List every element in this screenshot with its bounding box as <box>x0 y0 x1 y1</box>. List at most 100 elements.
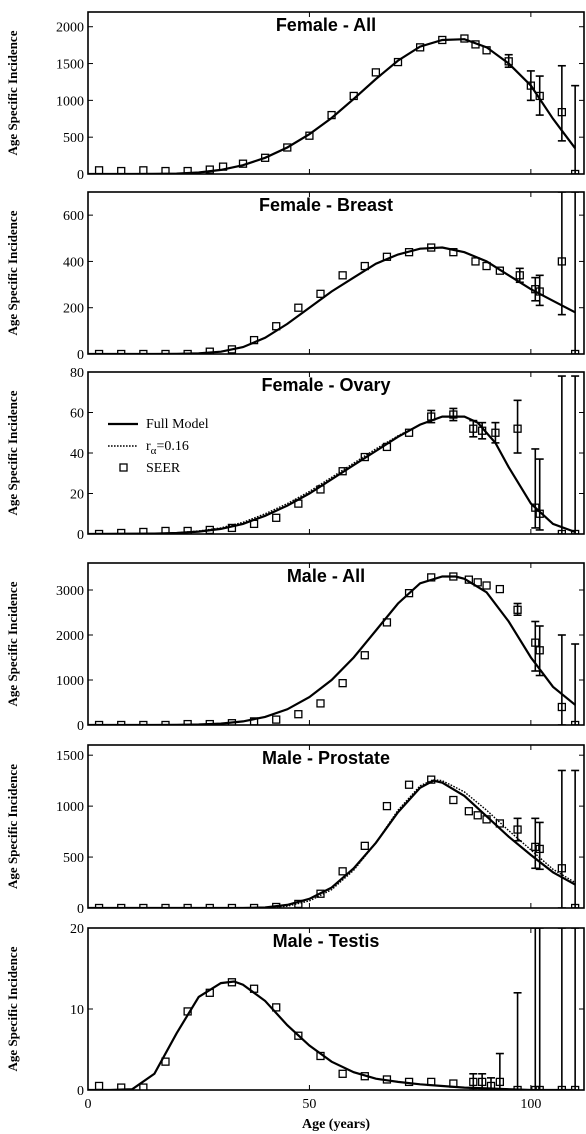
seer-point <box>535 287 544 296</box>
seer-point <box>469 1077 478 1087</box>
legend-swatch-marker <box>119 463 128 472</box>
r-alpha-line <box>88 778 576 908</box>
seer-point <box>531 285 540 294</box>
seer-point <box>482 581 491 590</box>
seer-point <box>557 107 567 117</box>
seer-point <box>382 618 392 627</box>
seer-point <box>183 349 192 354</box>
seer-point <box>473 811 482 820</box>
seer-point <box>526 81 536 90</box>
y-tick-label: 0 <box>77 528 84 543</box>
y-tick-label: 200 <box>63 302 84 317</box>
y-tick-label: 2000 <box>56 21 84 36</box>
seer-point <box>531 503 540 512</box>
seer-point <box>382 801 392 811</box>
seer-point <box>139 349 148 354</box>
seer-point <box>272 513 281 522</box>
seer-point <box>464 807 474 816</box>
plot-area <box>88 375 580 534</box>
seer-point <box>570 720 580 725</box>
seer-point <box>272 322 281 331</box>
seer-point <box>183 166 192 174</box>
seer-point <box>482 815 491 824</box>
seer-point <box>205 903 214 908</box>
seer-point <box>513 605 522 614</box>
seer-point <box>117 720 126 725</box>
plot-frame <box>87 191 585 355</box>
legend-label: SEER <box>146 461 181 476</box>
seer-point <box>272 1003 281 1012</box>
y-tick-label: 20 <box>70 488 84 503</box>
seer-point <box>249 717 259 725</box>
panel-4: 0 500 1000 1500 Age Specific Incidence Male -… <box>5 744 585 917</box>
panel-2: 0 20 40 60 80 Age Specific Incidence Female - … <box>5 366 585 543</box>
seer-point <box>183 1007 192 1016</box>
seer-point <box>183 719 192 725</box>
seer-point <box>161 720 170 725</box>
seer-point <box>117 528 126 534</box>
seer-point <box>316 289 325 298</box>
full-model-line <box>88 246 576 354</box>
seer-point <box>338 1069 347 1078</box>
seer-point <box>531 638 540 647</box>
legend-label: rα=0.16 <box>146 439 189 457</box>
seer-point <box>218 162 228 171</box>
seer-point <box>139 903 148 908</box>
seer-point <box>338 271 347 280</box>
seer-point <box>427 1077 436 1087</box>
seer-point <box>460 34 469 43</box>
seer-point <box>464 575 474 584</box>
full-model-line <box>88 575 576 725</box>
seer-point <box>504 57 513 66</box>
seer-point <box>449 248 458 257</box>
seer-point <box>205 347 214 354</box>
seer-point <box>94 720 104 725</box>
seer-point <box>161 1057 170 1066</box>
y-tick-label: 1000 <box>56 674 84 689</box>
panel-title: Female - All <box>276 15 376 35</box>
y-tick-label: 0 <box>77 348 84 363</box>
plot-frame <box>87 562 585 726</box>
r-alpha-line <box>88 415 576 534</box>
y-tick-label: 0 <box>77 902 84 917</box>
seer-point <box>316 1051 325 1061</box>
seer-point <box>471 40 480 49</box>
seer-point <box>469 424 478 433</box>
y-tick-label: 1000 <box>56 800 84 815</box>
seer-point <box>513 825 522 834</box>
y-tick-label: 60 <box>70 407 84 422</box>
seer-point <box>316 889 325 898</box>
y-axis-label: Age Specific Incidence <box>5 764 20 889</box>
seer-point <box>557 702 567 712</box>
seer-point <box>404 248 414 257</box>
seer-point <box>272 902 281 908</box>
seer-point <box>227 903 237 908</box>
x-axis-label: Age (years) <box>302 1117 370 1132</box>
seer-point <box>227 978 237 987</box>
seer-point <box>531 842 540 852</box>
seer-point <box>327 110 336 120</box>
seer-point <box>227 719 237 725</box>
seer-point <box>360 651 369 660</box>
seer-point <box>404 428 414 437</box>
seer-point <box>557 1085 567 1090</box>
y-tick-label: 1500 <box>56 749 84 764</box>
seer-point <box>557 529 567 534</box>
y-tick-label: 0 <box>77 719 84 734</box>
seer-point <box>477 1077 487 1087</box>
y-tick-label: 3000 <box>56 584 84 599</box>
seer-point <box>260 153 270 162</box>
seer-point <box>570 529 580 534</box>
seer-point <box>535 646 544 655</box>
seer-point <box>513 1085 522 1090</box>
seer-point <box>415 43 425 52</box>
seer-point <box>161 526 170 534</box>
seer-point <box>482 261 491 271</box>
seer-point <box>139 527 148 534</box>
seer-point <box>477 426 487 435</box>
full-model-line <box>88 980 576 1090</box>
seer-point <box>139 1083 148 1090</box>
seer-point <box>535 1085 544 1090</box>
seer-point <box>294 499 303 508</box>
